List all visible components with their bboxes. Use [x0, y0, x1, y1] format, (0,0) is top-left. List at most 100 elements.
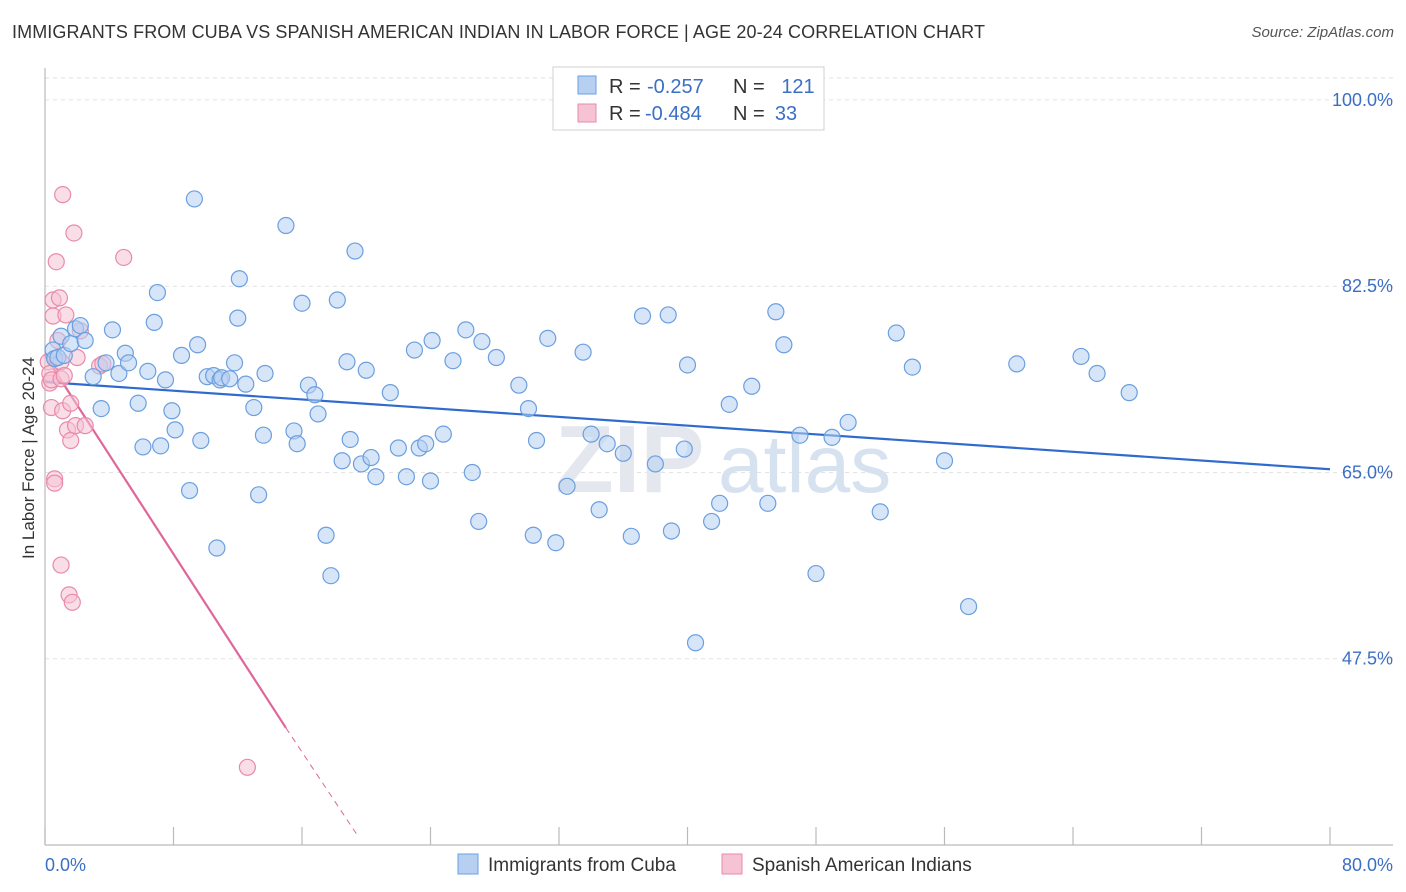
point-spanish-american-indians	[47, 253, 65, 271]
point-cuba	[775, 336, 793, 354]
point-cuba	[1088, 364, 1106, 383]
point-cuba	[662, 522, 681, 540]
legend-n-value-2: 33	[775, 103, 797, 125]
point-cuba	[614, 444, 632, 462]
point-cuba	[103, 321, 122, 339]
point-cuba	[322, 567, 340, 585]
y-tick-labels: 100.0% 82.5% 65.0% 47.5%	[1332, 90, 1393, 669]
point-spanish-american-indians	[46, 474, 64, 492]
point-cuba	[192, 431, 210, 450]
point-cuba	[444, 352, 462, 370]
point-cuba	[759, 494, 777, 512]
point-cuba	[180, 481, 199, 500]
y-tick-label: 65.0%	[1342, 462, 1393, 482]
point-cuba	[237, 375, 255, 393]
point-cuba	[254, 426, 273, 444]
trend-line-extension-1	[285, 727, 359, 837]
point-cuba	[84, 368, 102, 386]
legend-swatch-pink	[577, 103, 597, 123]
point-cuba	[139, 362, 157, 380]
point-cuba	[839, 413, 857, 432]
point-cuba	[250, 486, 268, 504]
point-spanish-american-indians	[54, 186, 72, 204]
point-cuba	[463, 463, 481, 482]
point-spanish-american-indians	[55, 367, 73, 385]
gridlines	[45, 77, 1393, 660]
point-cuba	[156, 371, 175, 389]
point-cuba	[547, 534, 565, 552]
point-spanish-american-indians	[62, 394, 80, 412]
point-cuba	[317, 526, 335, 544]
point-cuba	[381, 384, 399, 402]
legend-swatch-blue	[577, 75, 597, 95]
point-spanish-american-indians	[238, 758, 256, 776]
point-cuba	[225, 354, 244, 372]
series-legend-label-cuba: Immigrants from Cuba	[488, 855, 676, 876]
point-cuba	[309, 405, 327, 423]
point-cuba	[71, 316, 89, 335]
legend-box	[552, 66, 825, 131]
points-spanish-american-indians	[39, 186, 256, 776]
point-cuba	[457, 321, 475, 339]
point-cuba	[678, 356, 697, 374]
legend-r-value-1: -0.257	[647, 76, 704, 98]
point-cuba	[622, 527, 640, 545]
point-cuba	[871, 503, 889, 521]
x-tick-label-min: 0.0%	[45, 855, 86, 875]
point-cuba	[148, 283, 167, 302]
point-cuba	[172, 346, 191, 364]
point-cuba	[1120, 384, 1138, 402]
point-cuba	[152, 437, 170, 455]
point-cuba	[338, 353, 356, 371]
point-spanish-american-indians	[65, 224, 83, 242]
point-cuba	[293, 294, 311, 312]
correlation-legend: R = -0.257 N = 121 R = -0.484 N = 33	[552, 66, 825, 131]
point-spanish-american-indians	[76, 417, 94, 435]
point-cuba	[519, 400, 538, 418]
point-cuba	[434, 425, 452, 443]
point-cuba	[935, 452, 954, 470]
point-cuba	[333, 452, 351, 470]
point-cuba	[92, 400, 110, 418]
point-spanish-american-indians	[115, 248, 133, 267]
point-cuba	[711, 494, 729, 512]
y-tick-label: 82.5%	[1342, 276, 1393, 296]
point-cuba	[470, 512, 488, 531]
axes	[44, 68, 1393, 846]
series-legend: Immigrants from Cuba Spanish American In…	[457, 853, 972, 876]
point-cuba	[1008, 355, 1026, 373]
legend-r-value-2: -0.484	[645, 103, 702, 125]
point-cuba	[328, 291, 346, 309]
point-cuba	[590, 501, 608, 519]
point-cuba	[163, 402, 181, 420]
chart-title: IMMIGRANTS FROM CUBA VS SPANISH AMERICAN…	[12, 22, 986, 42]
point-cuba	[221, 370, 239, 388]
series-legend-label-spanish-american-indians: Spanish American Indians	[752, 855, 972, 876]
point-cuba	[598, 435, 616, 453]
point-cuba	[362, 448, 380, 467]
point-cuba	[582, 425, 600, 443]
x-tick-label-max: 80.0%	[1342, 855, 1393, 875]
point-cuba	[145, 313, 163, 331]
point-spanish-american-indians	[50, 289, 69, 307]
x-ticks	[44, 827, 1331, 845]
source-credit: Source: ZipAtlas.com	[1251, 24, 1394, 41]
series-legend-swatch-spanish-american-indians	[721, 853, 743, 875]
point-cuba	[97, 354, 115, 372]
point-cuba	[110, 364, 128, 383]
trend-line-0	[44, 380, 1331, 471]
point-cuba	[423, 331, 441, 350]
y-axis-label: In Labor Force | Age 20-24	[19, 357, 38, 559]
point-spanish-american-indians	[62, 431, 80, 450]
point-cuba	[367, 468, 385, 486]
points-immigrants-from-cuba	[44, 190, 1138, 652]
point-cuba	[767, 303, 785, 321]
point-cuba	[510, 376, 528, 394]
point-cuba	[539, 329, 557, 347]
point-cuba	[720, 395, 738, 413]
point-spanish-american-indians	[52, 556, 70, 574]
y-tick-label: 100.0%	[1332, 90, 1393, 110]
point-cuba	[686, 634, 705, 652]
point-cuba	[188, 336, 207, 354]
point-cuba	[702, 512, 721, 531]
